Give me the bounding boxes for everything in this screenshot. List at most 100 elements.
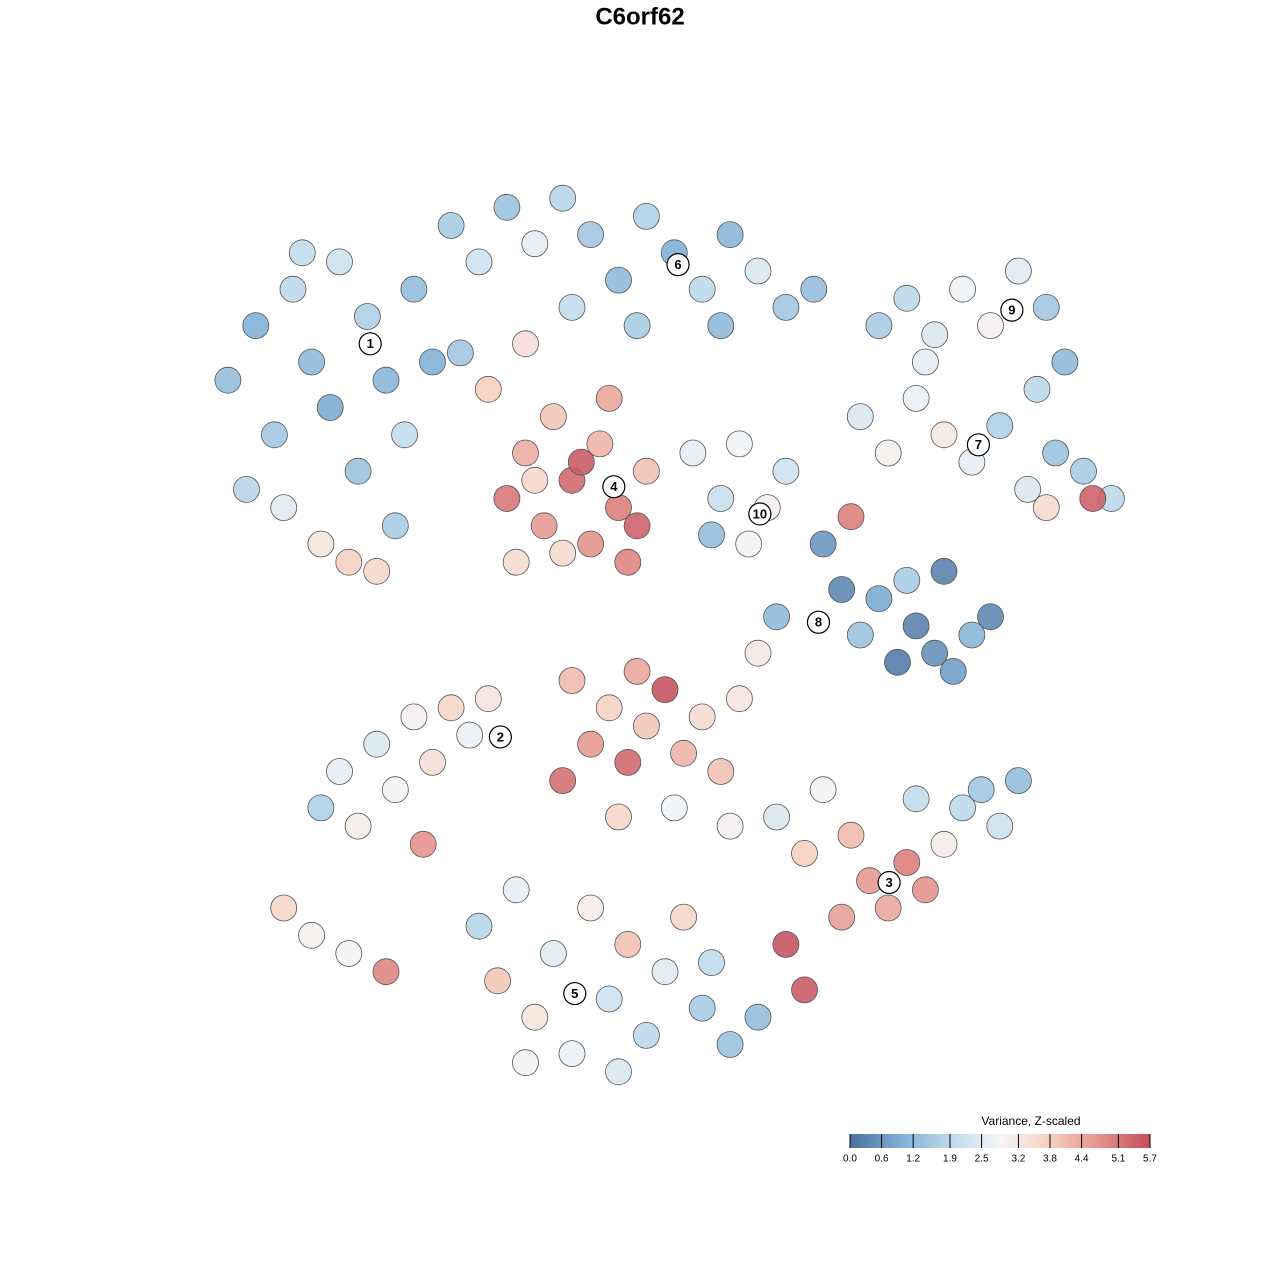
point (670, 903, 697, 931)
point (372, 366, 400, 394)
colorbar-tick-label: 1.2 (906, 1154, 920, 1165)
point (549, 767, 577, 794)
point (912, 876, 939, 904)
cluster-label: 3 (886, 875, 893, 890)
point (577, 730, 604, 758)
point (577, 530, 604, 558)
point (595, 694, 623, 722)
point (893, 567, 921, 594)
point (986, 412, 1014, 440)
point (567, 448, 595, 476)
colorbar-tick-label: 0.6 (875, 1154, 889, 1165)
point (614, 548, 642, 576)
point (958, 621, 986, 649)
point (474, 685, 502, 713)
point (809, 530, 837, 558)
point (307, 530, 335, 558)
point (670, 739, 697, 767)
point (716, 1031, 744, 1058)
cluster-marker (563, 981, 587, 1006)
point (521, 466, 549, 494)
point (698, 521, 725, 549)
point (1023, 375, 1051, 403)
point (1070, 457, 1097, 485)
point (763, 803, 790, 831)
colorbar-tick-label: 0.0 (843, 1154, 857, 1165)
colorbar-tick-label: 5.7 (1143, 1154, 1157, 1165)
point (437, 694, 465, 722)
point (837, 821, 865, 849)
colorbar-tick-label: 3.8 (1043, 1154, 1057, 1165)
point (316, 394, 344, 421)
point (930, 421, 958, 449)
point (540, 403, 567, 431)
cluster-label: 9 (1008, 303, 1015, 318)
point (772, 457, 800, 485)
point (400, 703, 428, 731)
point (744, 257, 772, 285)
point (419, 749, 446, 776)
point (679, 439, 707, 467)
point (1079, 485, 1107, 512)
point (288, 239, 316, 267)
cluster-marker (966, 433, 991, 457)
point (716, 812, 744, 840)
cluster-marker (602, 475, 626, 499)
point (744, 639, 772, 667)
point (270, 894, 298, 922)
point (614, 749, 642, 776)
point (1005, 257, 1032, 285)
point (549, 184, 577, 212)
point (446, 339, 474, 367)
point (530, 512, 558, 540)
point (651, 958, 679, 986)
point (846, 621, 874, 649)
point (605, 266, 632, 294)
point (902, 785, 930, 813)
point (242, 312, 270, 340)
point (828, 903, 856, 931)
point (298, 921, 326, 949)
point (651, 676, 679, 703)
point (577, 221, 604, 249)
point (437, 212, 465, 239)
point (800, 275, 828, 303)
point (902, 612, 930, 640)
point (846, 403, 874, 431)
point (540, 940, 567, 967)
colorbar-tick-label: 5.1 (1111, 1154, 1125, 1165)
point (949, 275, 976, 303)
point (326, 248, 353, 276)
point (270, 494, 298, 522)
point (977, 312, 1004, 340)
point (233, 475, 260, 503)
point (772, 293, 800, 321)
point (930, 557, 958, 585)
point (874, 439, 902, 467)
points (214, 184, 1125, 1086)
point (1005, 767, 1032, 794)
point (614, 931, 642, 958)
cluster-label: 8 (815, 615, 822, 630)
point (893, 284, 921, 312)
point (921, 639, 949, 667)
cluster-marker (748, 502, 772, 526)
point (967, 776, 995, 804)
point (465, 912, 493, 940)
point (605, 803, 632, 831)
point (298, 348, 326, 376)
point (688, 275, 716, 303)
point (660, 794, 688, 822)
point (214, 366, 242, 394)
point (372, 958, 400, 986)
point (939, 658, 967, 685)
cluster-label: 1 (367, 336, 374, 351)
point (902, 384, 930, 412)
point (512, 439, 539, 467)
point (837, 503, 865, 531)
point (623, 658, 651, 685)
point (633, 712, 660, 740)
point (874, 894, 902, 922)
point (698, 949, 725, 976)
